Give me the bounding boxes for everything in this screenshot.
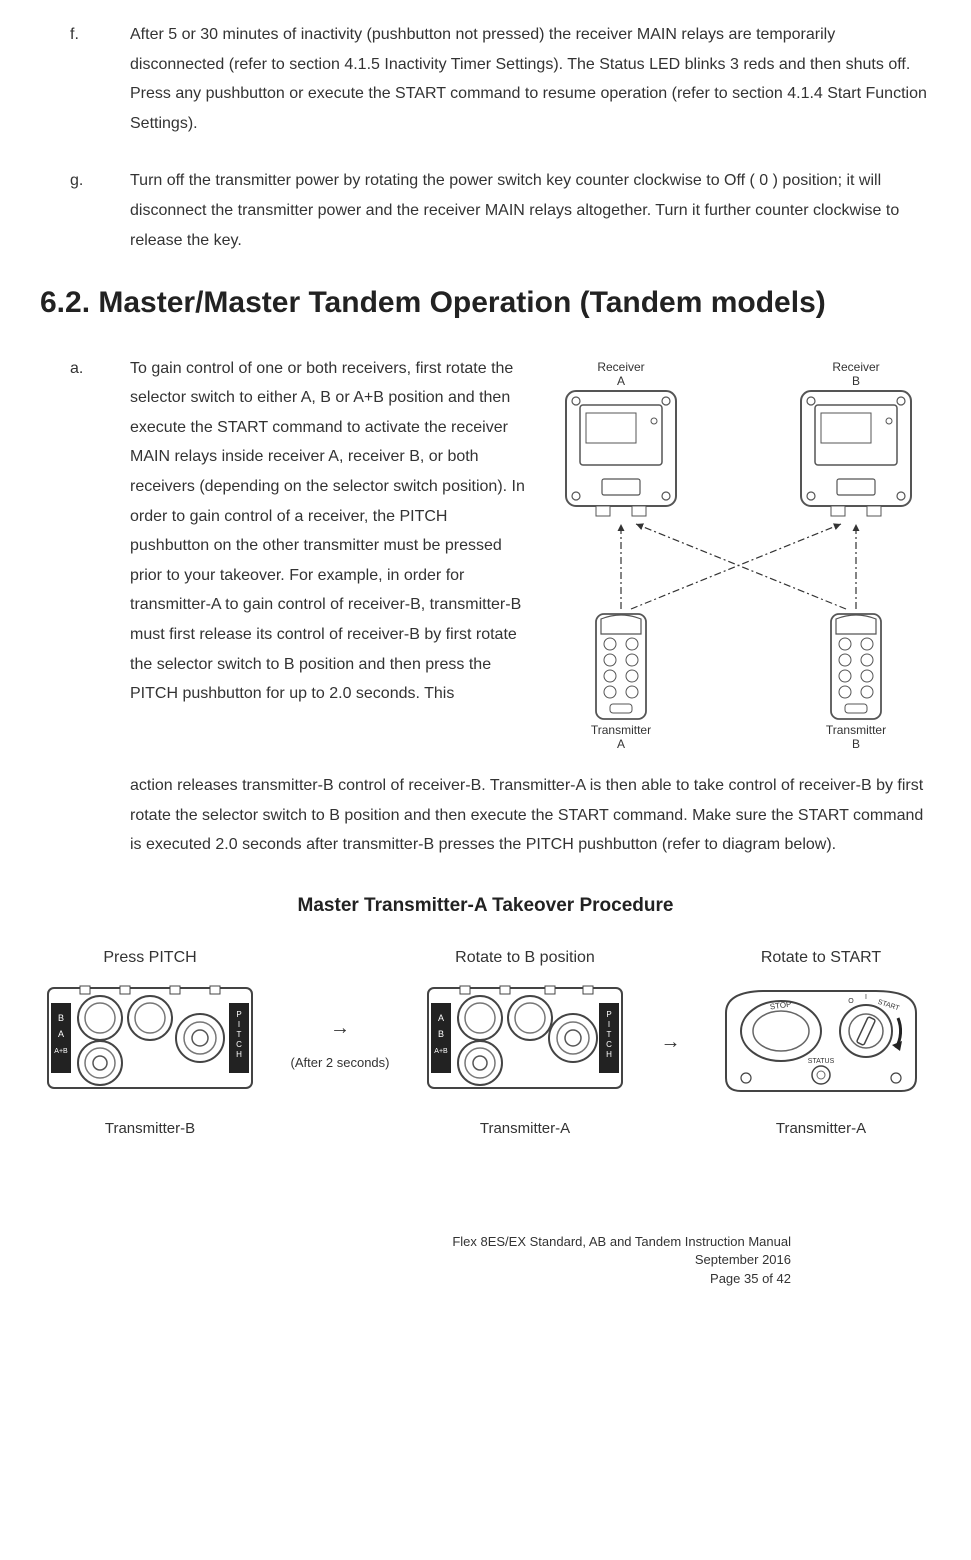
tandem-diagram-svg: Receiver A Receiver B bbox=[546, 359, 931, 759]
procedure-col-2: Rotate to B position A B A+B P I T C H bbox=[425, 943, 625, 1142]
list-marker-empty bbox=[70, 771, 130, 860]
svg-text:O: O bbox=[848, 998, 854, 1005]
list-text-part1: To gain control of one or both receivers… bbox=[130, 360, 525, 703]
svg-text:A+B: A+B bbox=[54, 1048, 68, 1055]
procedure-arrow-2: → bbox=[656, 1024, 686, 1061]
svg-text:P: P bbox=[236, 1010, 241, 1019]
svg-text:P: P bbox=[606, 1010, 611, 1019]
proc-label-transmitter-a1: Transmitter-A bbox=[480, 1115, 570, 1143]
svg-text:C: C bbox=[606, 1040, 612, 1049]
list-item-f: f. After 5 or 30 minutes of inactivity (… bbox=[40, 20, 931, 138]
svg-text:B: B bbox=[852, 737, 860, 751]
page-footer: Flex 8ES/EX Standard, AB and Tandem Inst… bbox=[40, 1233, 931, 1290]
list-item-g: g. Turn off the transmitter power by rot… bbox=[40, 166, 931, 255]
list-marker: f. bbox=[70, 20, 130, 138]
list-text-part2: action releases transmitter-B control of… bbox=[130, 771, 931, 860]
proc-label-transmitter-b: Transmitter-B bbox=[105, 1115, 195, 1143]
proc-label-transmitter-a2: Transmitter-A bbox=[776, 1115, 866, 1143]
procedure-arrow-1: → (After 2 seconds) bbox=[286, 1010, 395, 1075]
svg-text:H: H bbox=[236, 1050, 242, 1059]
transmitter-b-diagram: B A A+B P I T C H bbox=[45, 983, 255, 1103]
list-text-col: To gain control of one or both receivers… bbox=[130, 354, 546, 770]
footer-page-number: Page 35 of 42 bbox=[40, 1270, 791, 1289]
section-heading: 6.2. Master/Master Tandem Operation (Tan… bbox=[100, 283, 931, 324]
svg-text:A: A bbox=[58, 1029, 64, 1039]
svg-text:A+B: A+B bbox=[434, 1048, 448, 1055]
list-item-a: a. To gain control of one or both receiv… bbox=[40, 354, 931, 770]
proc-label-rotate-b: Rotate to B position bbox=[455, 943, 595, 973]
procedure-col-1: Press PITCH B A A+B P I T C H bbox=[45, 943, 255, 1142]
svg-text:A: A bbox=[438, 1013, 444, 1023]
svg-text:A: A bbox=[617, 374, 625, 388]
svg-text:I: I bbox=[865, 994, 867, 1001]
procedure-row: Press PITCH B A A+B P I T C H bbox=[40, 943, 931, 1142]
svg-text:A: A bbox=[617, 737, 625, 751]
footer-manual-title: Flex 8ES/EX Standard, AB and Tandem Inst… bbox=[40, 1233, 791, 1252]
list-marker: a. bbox=[70, 354, 130, 770]
list-text: After 5 or 30 minutes of inactivity (pus… bbox=[130, 20, 931, 138]
svg-text:STATUS: STATUS bbox=[808, 1058, 835, 1065]
arrow-icon: → bbox=[661, 1024, 681, 1061]
procedure-col-3: Rotate to START STOP O I START STATUS Tr… bbox=[716, 943, 926, 1142]
transmitter-a-start-diagram: STOP O I START STATUS bbox=[716, 983, 926, 1103]
tandem-diagram: Receiver A Receiver B bbox=[546, 354, 931, 770]
arrow-note: (After 2 seconds) bbox=[291, 1051, 390, 1075]
svg-text:Transmitter: Transmitter bbox=[591, 723, 651, 737]
svg-text:Receiver: Receiver bbox=[832, 360, 879, 374]
svg-text:I: I bbox=[238, 1020, 240, 1029]
list-marker: g. bbox=[70, 166, 130, 255]
svg-text:Receiver: Receiver bbox=[597, 360, 644, 374]
svg-text:C: C bbox=[236, 1040, 242, 1049]
svg-text:B: B bbox=[852, 374, 860, 388]
svg-text:B: B bbox=[58, 1013, 64, 1023]
svg-text:I: I bbox=[608, 1020, 610, 1029]
list-text: Turn off the transmitter power by rotati… bbox=[130, 166, 931, 255]
list-item-a-cont: action releases transmitter-B control of… bbox=[40, 771, 931, 860]
svg-text:T: T bbox=[237, 1030, 242, 1039]
svg-text:B: B bbox=[438, 1029, 444, 1039]
proc-label-press-pitch: Press PITCH bbox=[103, 943, 196, 973]
svg-text:T: T bbox=[607, 1030, 612, 1039]
proc-label-rotate-start: Rotate to START bbox=[761, 943, 881, 973]
procedure-title: Master Transmitter-A Takeover Procedure bbox=[40, 888, 931, 923]
footer-date: September 2016 bbox=[40, 1251, 791, 1270]
svg-text:Transmitter: Transmitter bbox=[826, 723, 886, 737]
transmitter-a-selector-diagram: A B A+B P I T C H bbox=[425, 983, 625, 1103]
arrow-icon: → bbox=[330, 1010, 350, 1047]
svg-text:H: H bbox=[606, 1050, 612, 1059]
